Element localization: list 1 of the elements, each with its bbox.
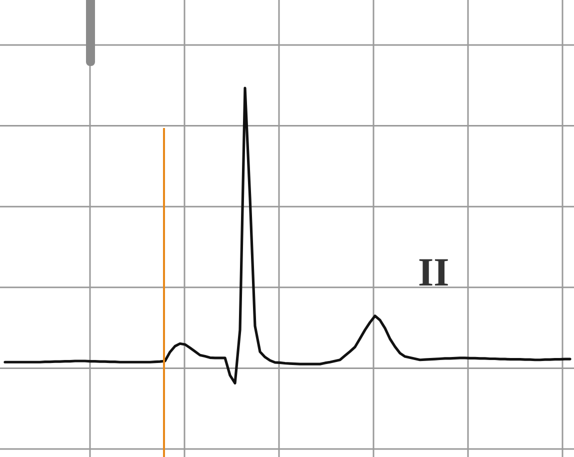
annotation: II <box>418 249 450 294</box>
